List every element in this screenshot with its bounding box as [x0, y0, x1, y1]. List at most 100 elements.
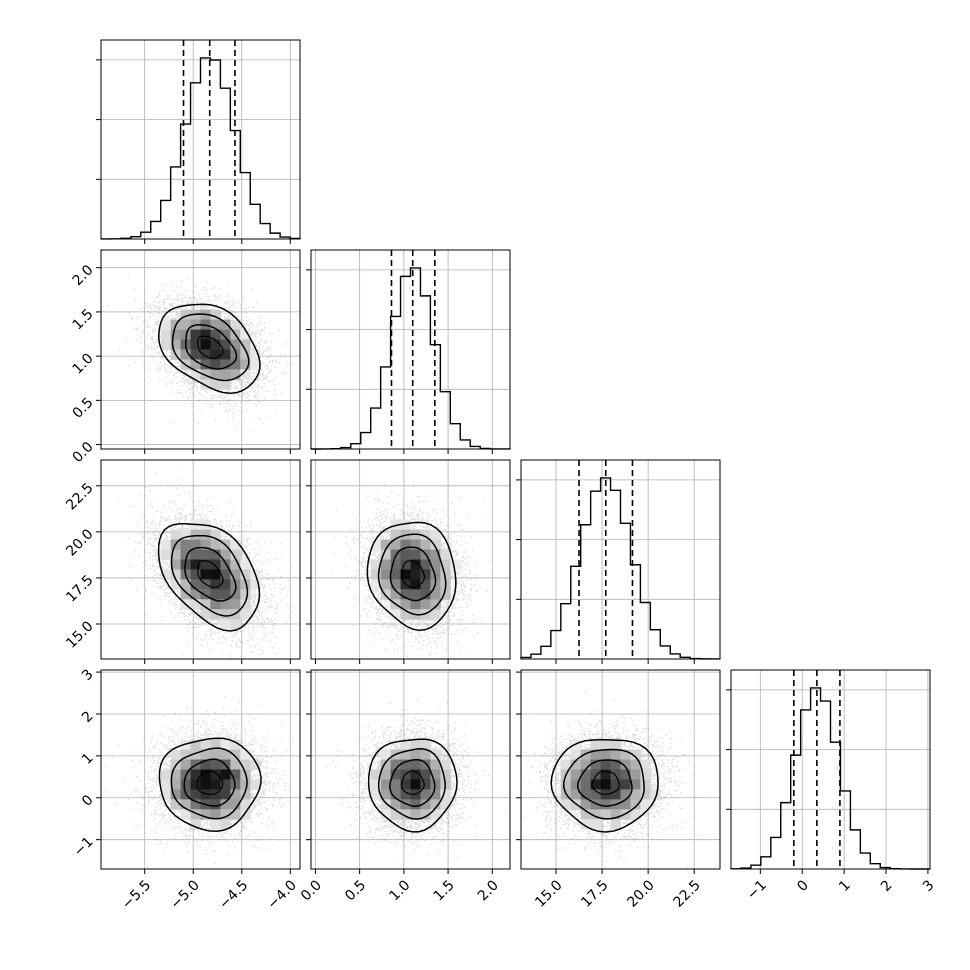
density-cell [380, 809, 391, 820]
x-tick-label: 22.5 [670, 877, 703, 910]
density-cell [220, 769, 231, 780]
density-cell [590, 799, 601, 810]
density-cell [210, 599, 221, 610]
density-cell [220, 359, 231, 370]
density-cell [240, 809, 251, 820]
density-cell [160, 779, 172, 790]
density-cell [580, 759, 592, 770]
density-cell [410, 559, 421, 570]
density-cell [220, 809, 231, 820]
density-cell [440, 549, 451, 560]
density-cell [220, 369, 231, 380]
density-cell [190, 589, 201, 600]
ticks [726, 689, 929, 874]
density-cell [430, 589, 441, 600]
panel-2-1 [330, 483, 508, 659]
y-tick-label: 2.0 [70, 262, 97, 289]
density-cell [190, 769, 201, 780]
density-cell [220, 619, 231, 630]
density-cell [620, 789, 631, 800]
density-cell [240, 779, 251, 790]
x-tick-label: 1.5 [431, 877, 458, 904]
density-cell [630, 779, 641, 790]
density-cell [600, 809, 611, 820]
density-cell [410, 759, 421, 770]
density-cell [570, 789, 582, 800]
x-tick-label: −4.5 [216, 877, 251, 912]
density-cell [170, 749, 181, 760]
density-cell [430, 769, 441, 780]
density-cell [440, 799, 451, 810]
density-cell [170, 529, 181, 540]
density-cell [560, 759, 572, 770]
density-cell [450, 559, 461, 570]
density-cell [420, 589, 431, 600]
density-cell [430, 539, 441, 550]
y-tick-label: 20.0 [63, 526, 96, 559]
density-cell [380, 559, 391, 570]
density-cell [650, 789, 661, 800]
contour-0 [197, 335, 224, 360]
density-cell [420, 789, 431, 800]
x-tick-label: −5.0 [167, 877, 202, 912]
density-cell [590, 779, 601, 790]
density-cell [240, 579, 251, 590]
density-cell [390, 539, 401, 550]
density-cell [570, 759, 582, 770]
density-cell [390, 769, 401, 780]
panel-2-0 [117, 466, 295, 659]
panel-3-1 [326, 699, 510, 863]
density-cell [630, 799, 641, 810]
x-tick-label: 0.0 [298, 877, 325, 904]
density-cell [210, 579, 221, 590]
density-cell [610, 789, 621, 800]
y-tick-label: 15.0 [63, 618, 96, 651]
density-cell [250, 579, 261, 590]
density-cell [160, 769, 172, 780]
density-cell [240, 749, 251, 760]
density-cell [600, 759, 611, 770]
contour-0 [401, 560, 426, 589]
density-cell [220, 749, 231, 760]
density-cell [400, 739, 411, 750]
density-cell [410, 739, 421, 750]
density-cell [580, 799, 592, 810]
density-cell [190, 369, 201, 380]
density-cell [190, 739, 201, 750]
density-cell [220, 549, 231, 560]
density-cell [230, 539, 241, 550]
density-cell [600, 749, 611, 760]
diag-panel-1 [310, 249, 511, 450]
diag-panel-0 [100, 39, 301, 240]
contour-0 [591, 770, 620, 795]
x-tick-label: 0 [794, 877, 812, 895]
density-cell [390, 779, 401, 790]
density-cell [210, 359, 221, 370]
contour-0 [196, 770, 224, 795]
density-cell [200, 359, 211, 370]
density-cell [220, 739, 231, 750]
density-cell [640, 769, 651, 780]
density-cell [620, 779, 631, 790]
x-tick-label: 17.5 [578, 877, 611, 910]
density-cell [230, 739, 241, 750]
density-cell [400, 519, 411, 531]
density-cell [610, 809, 621, 820]
density-cell [210, 799, 221, 810]
density-cell [410, 779, 421, 790]
density-cell [220, 339, 231, 350]
density-cell [400, 589, 411, 600]
density-cell [400, 779, 411, 790]
density-cell [590, 759, 601, 770]
density-cell [430, 559, 441, 570]
density-cell [590, 789, 601, 800]
density-cell [240, 599, 251, 610]
density-cell [230, 359, 241, 370]
density-cell [610, 749, 621, 760]
density-cell [610, 819, 621, 830]
density-cell [190, 529, 201, 540]
density-cell [220, 579, 231, 590]
density-cell [190, 559, 201, 570]
density-cell [390, 799, 401, 810]
density-cell [570, 749, 582, 760]
